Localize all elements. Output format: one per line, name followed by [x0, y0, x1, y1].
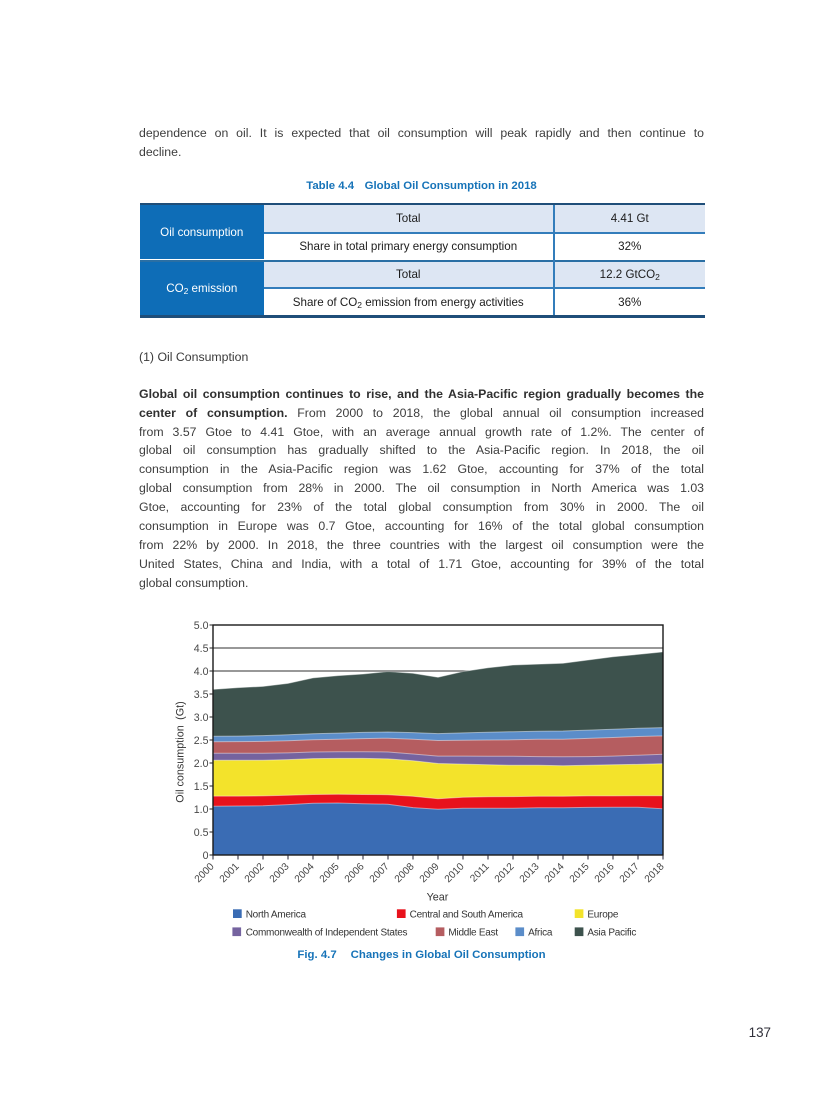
svg-text:3.5: 3.5	[194, 689, 209, 701]
svg-text:2017: 2017	[618, 861, 642, 885]
svg-text:2016: 2016	[593, 861, 617, 885]
svg-text:1.5: 1.5	[194, 781, 209, 793]
svg-text:Middle East: Middle East	[448, 928, 498, 939]
svg-text:2000: 2000	[193, 861, 217, 885]
svg-text:North America: North America	[246, 910, 307, 921]
svg-text:2018: 2018	[643, 861, 667, 885]
svg-text:2012: 2012	[493, 861, 517, 885]
svg-text:Commonwealth of Independent St: Commonwealth of Independent States	[246, 928, 408, 939]
svg-text:2007: 2007	[368, 861, 392, 885]
svg-text:5.0: 5.0	[194, 620, 209, 632]
svg-text:Europe: Europe	[587, 910, 618, 921]
svg-text:2002: 2002	[243, 861, 267, 885]
svg-text:Central and South America: Central and South America	[410, 910, 524, 921]
svg-text:2003: 2003	[268, 861, 292, 885]
svg-text:2004: 2004	[293, 861, 317, 885]
svg-text:2011: 2011	[468, 861, 492, 885]
svg-text:Oil consumption (Gt): Oil consumption (Gt)	[175, 701, 187, 802]
svg-text:4.0: 4.0	[194, 666, 209, 678]
svg-text:2014: 2014	[543, 861, 567, 885]
svg-text:0: 0	[203, 850, 209, 862]
svg-text:2009: 2009	[418, 861, 442, 885]
svg-text:Asia Pacific: Asia Pacific	[587, 928, 636, 939]
svg-text:Year: Year	[427, 892, 449, 904]
svg-text:0.5: 0.5	[194, 827, 209, 839]
svg-text:2.5: 2.5	[194, 735, 209, 747]
svg-text:Africa: Africa	[528, 928, 553, 939]
svg-text:4.5: 4.5	[194, 643, 209, 655]
svg-text:1.0: 1.0	[194, 804, 209, 816]
svg-text:2013: 2013	[518, 861, 542, 885]
svg-text:2001: 2001	[218, 861, 242, 885]
svg-text:2006: 2006	[343, 861, 367, 885]
svg-text:2015: 2015	[568, 861, 592, 885]
svg-text:3.0: 3.0	[194, 712, 209, 724]
svg-text:2005: 2005	[318, 861, 342, 885]
svg-text:2008: 2008	[393, 861, 417, 885]
svg-text:2.0: 2.0	[194, 758, 209, 770]
svg-text:2010: 2010	[443, 861, 467, 885]
